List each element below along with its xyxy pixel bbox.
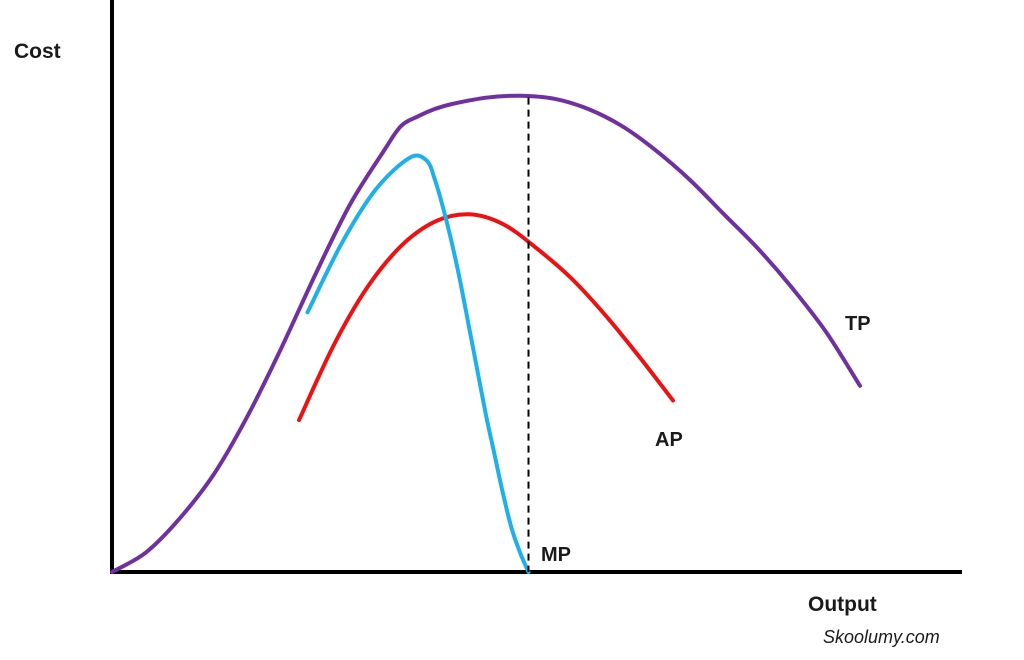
series-label-mp: MP [541,544,571,566]
series-line-tp [110,93,862,574]
series-label-ap: AP [655,429,683,451]
series-label-tp: TP [845,313,871,335]
series-line-ap [297,212,675,423]
series-line-mp [305,153,531,574]
x-axis-title: Output [808,593,877,616]
series-layer [110,93,862,574]
source-credit: Skoolumy.com [823,627,940,647]
y-axis-title: Cost [14,40,61,63]
